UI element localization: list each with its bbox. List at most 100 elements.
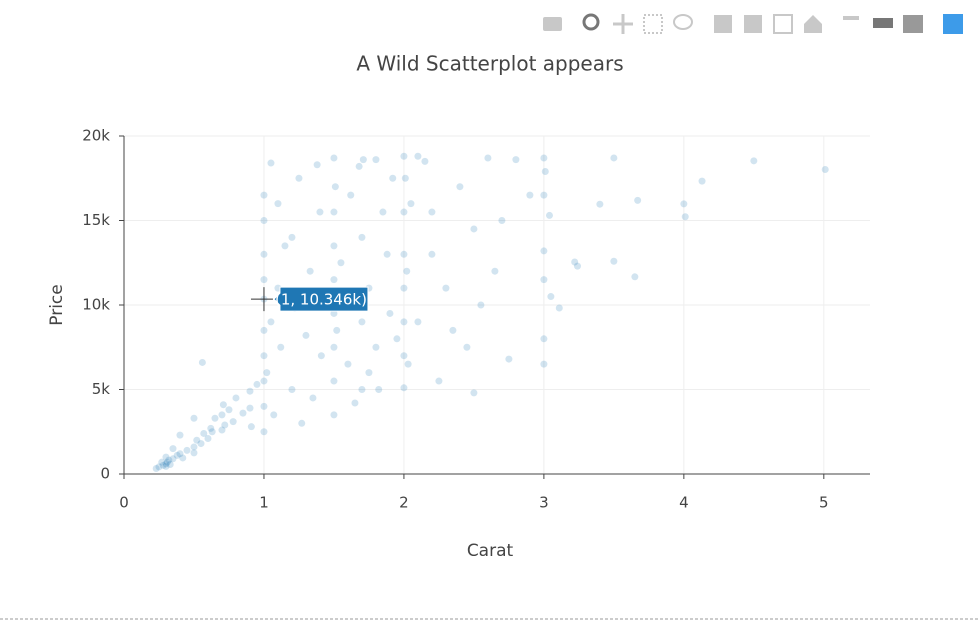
point xyxy=(190,449,198,457)
point xyxy=(680,200,688,208)
point xyxy=(365,369,373,377)
point xyxy=(634,196,642,204)
autoscale-icon[interactable] xyxy=(773,14,793,34)
hover-compare-icon[interactable] xyxy=(903,15,923,33)
zoom-out-icon[interactable] xyxy=(744,15,762,33)
point xyxy=(470,225,478,233)
point xyxy=(400,318,408,326)
point xyxy=(219,401,227,409)
point xyxy=(540,276,548,284)
point xyxy=(260,191,268,199)
point xyxy=(821,165,829,173)
point xyxy=(400,250,408,258)
point xyxy=(404,360,412,368)
point xyxy=(204,435,212,443)
point xyxy=(330,208,338,216)
modebar[interactable] xyxy=(543,13,963,34)
point xyxy=(159,461,167,469)
point xyxy=(183,446,191,454)
point xyxy=(190,414,198,422)
point xyxy=(211,414,219,422)
point xyxy=(386,309,394,317)
point xyxy=(403,267,411,275)
point xyxy=(698,177,706,185)
point xyxy=(681,213,689,221)
pan-icon[interactable] xyxy=(613,14,633,34)
point xyxy=(330,377,338,385)
point xyxy=(428,250,436,258)
point xyxy=(573,262,581,270)
point xyxy=(330,276,338,284)
point xyxy=(225,406,233,414)
x-tick-label: 4 xyxy=(679,494,689,512)
point xyxy=(306,267,314,275)
hover-closest-icon[interactable] xyxy=(873,18,893,28)
point xyxy=(355,162,363,170)
box-select-icon[interactable] xyxy=(643,14,663,34)
point xyxy=(442,284,450,292)
lasso-icon[interactable] xyxy=(673,14,693,30)
point xyxy=(246,404,254,412)
point xyxy=(358,386,366,393)
point xyxy=(379,208,387,216)
point xyxy=(596,200,604,208)
point xyxy=(428,208,436,216)
point xyxy=(277,343,285,351)
chart-title: A Wild Scatterplot appears xyxy=(356,52,623,76)
point xyxy=(540,191,548,199)
x-tick-label: 1 xyxy=(259,494,269,512)
point xyxy=(449,326,457,334)
spike-icon[interactable] xyxy=(843,16,859,20)
point xyxy=(547,293,555,301)
point xyxy=(421,157,429,165)
point xyxy=(631,273,639,281)
hover-box xyxy=(273,286,369,312)
point xyxy=(333,326,341,334)
point xyxy=(260,428,268,436)
point xyxy=(166,461,174,469)
y-tick-label: 5k xyxy=(92,380,111,398)
point xyxy=(267,159,275,167)
point xyxy=(313,161,321,169)
point xyxy=(247,423,255,431)
x-tick-label: 0 xyxy=(119,494,129,512)
y-tick-label: 10k xyxy=(82,296,110,314)
camera-icon[interactable] xyxy=(543,17,562,31)
point xyxy=(239,409,247,417)
series xyxy=(152,152,829,472)
point xyxy=(295,174,303,182)
point xyxy=(456,183,464,191)
home-icon[interactable] xyxy=(804,15,822,33)
plotly-logo[interactable] xyxy=(943,14,963,34)
point xyxy=(260,402,268,410)
point xyxy=(155,463,163,471)
point xyxy=(505,355,513,363)
point xyxy=(158,458,166,466)
point xyxy=(372,343,380,351)
zoom-icon[interactable] xyxy=(582,13,600,31)
point xyxy=(316,208,324,216)
point xyxy=(750,157,758,165)
point xyxy=(540,247,548,255)
point xyxy=(555,304,563,312)
point xyxy=(169,445,177,453)
point xyxy=(401,174,409,182)
point xyxy=(414,152,422,160)
point xyxy=(263,369,271,377)
point xyxy=(358,318,366,326)
point xyxy=(389,174,397,182)
point xyxy=(152,464,160,472)
point xyxy=(281,242,289,250)
point xyxy=(193,436,201,444)
zoom-in-icon[interactable] xyxy=(714,15,732,33)
point xyxy=(298,419,306,427)
x-axis-title: Carat xyxy=(467,541,514,561)
point xyxy=(260,276,268,284)
point xyxy=(302,331,310,339)
point xyxy=(407,200,415,208)
point xyxy=(344,360,352,368)
point xyxy=(176,450,184,458)
point xyxy=(288,233,296,241)
point xyxy=(317,352,325,360)
point xyxy=(351,399,359,407)
